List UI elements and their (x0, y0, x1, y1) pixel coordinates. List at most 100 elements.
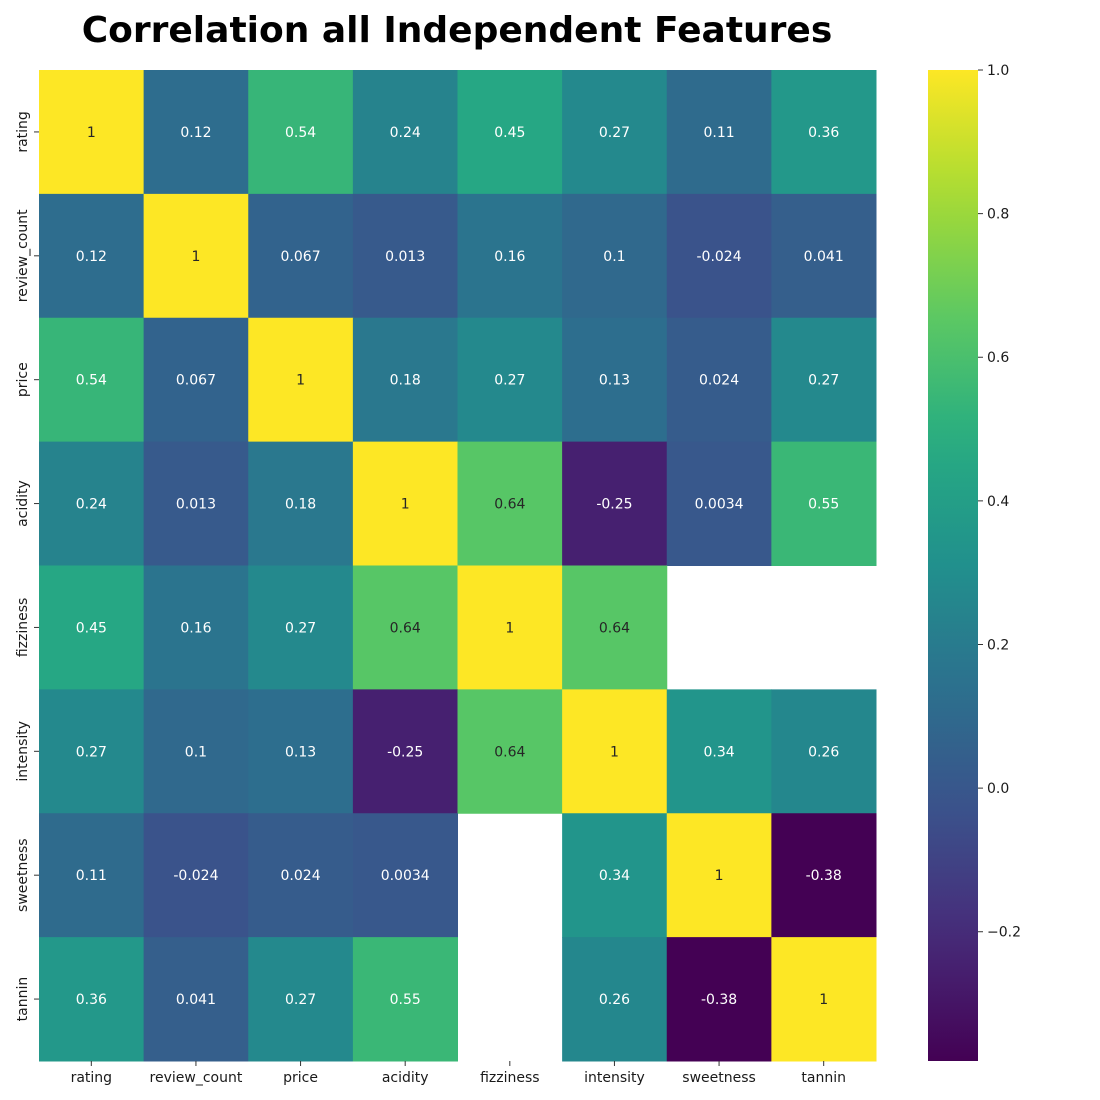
cell-value-label: 0.041 (176, 992, 216, 1008)
cell-value-label: 0.45 (494, 125, 525, 141)
cell-value-label: 1 (296, 373, 305, 389)
heatmap-cell-acidity-rating (39, 441, 145, 566)
heatmap-cell-sweetness-intensity (562, 813, 668, 938)
cell-value-label: 0.54 (285, 125, 316, 141)
cell-value-label: -0.024 (173, 868, 218, 884)
cell-value-label: 0.64 (494, 497, 525, 513)
cell-value-label: 0.013 (385, 249, 425, 265)
heatmap-cell-review_count-price (248, 193, 354, 319)
heatmap-cell-rating-acidity (352, 70, 458, 195)
cell-value-label: 1 (87, 125, 96, 141)
heatmap-cell-sweetness-rating (39, 813, 145, 938)
heatmap-cell-intensity-intensity (562, 689, 668, 814)
cell-value-label: 1 (401, 497, 410, 513)
heatmap-cell-rating-fizziness (457, 70, 563, 195)
cell-value-label: 0.54 (76, 373, 107, 389)
cell-value-label: 0.11 (76, 868, 107, 884)
cell-value-label: 1 (505, 620, 514, 636)
heatmap-cell-rating-intensity (562, 70, 668, 195)
heatmap-cell-intensity-fizziness (457, 689, 563, 814)
x-tick-label-sweetness: sweetness (682, 1070, 756, 1086)
cell-value-label: 0.24 (76, 497, 107, 513)
heatmap-cell-price-rating (39, 317, 145, 443)
cell-value-label: 0.12 (180, 125, 211, 141)
y-tick-label-rating: rating (15, 111, 31, 152)
heatmap-cell-acidity-intensity (562, 441, 668, 566)
heatmap-cell-tannin-intensity (562, 937, 668, 1062)
cell-value-label: 0.55 (808, 497, 839, 513)
heatmap-cell-tannin-review_count (143, 937, 249, 1062)
cell-value-label: -0.38 (701, 992, 737, 1008)
x-tick-label-review_count: review_count (150, 1070, 243, 1086)
cell-value-label: 0.067 (176, 373, 216, 389)
cell-value-label: -0.38 (806, 868, 842, 884)
y-tick-label-review_count: review_count (15, 209, 31, 302)
heatmap-cell-tannin-tannin (771, 937, 877, 1062)
x-tick-label-fizziness: fizziness (480, 1070, 539, 1086)
cell-value-label: 0.067 (281, 249, 321, 265)
cell-value-label: 0.45 (76, 620, 107, 636)
cell-value-label: 0.64 (599, 620, 630, 636)
heatmap-cell-price-intensity (562, 317, 668, 443)
heatmap-cells (39, 70, 877, 1062)
cell-value-label: 1 (610, 744, 619, 760)
heatmap-cell-acidity-sweetness (666, 441, 772, 566)
cell-value-label: 0.13 (285, 744, 316, 760)
chart-title: Correlation all Independent Features (82, 10, 833, 51)
heatmap-cell-price-fizziness (457, 317, 563, 443)
heatmap-cell-fizziness-rating (39, 565, 145, 690)
heatmap-cell-price-sweetness (666, 317, 772, 443)
cell-value-label: 0.27 (808, 373, 839, 389)
heatmap-cell-review_count-intensity (562, 193, 668, 319)
cell-value-label: 0.27 (285, 992, 316, 1008)
heatmap-cell-fizziness-acidity (352, 565, 458, 690)
cell-value-label: 0.36 (808, 125, 839, 141)
cell-value-label: 0.27 (494, 373, 525, 389)
colorbar-tick-label: 0.4 (987, 494, 1009, 510)
y-tick-label-sweetness: sweetness (15, 838, 31, 912)
cell-value-label: -0.25 (596, 497, 632, 513)
heatmap-cell-price-acidity (352, 317, 458, 443)
cell-value-label: 0.013 (176, 497, 216, 513)
y-tick-label-tannin: tannin (15, 977, 31, 1022)
cell-value-label: 0.24 (390, 125, 421, 141)
heatmap-cell-intensity-price (248, 689, 354, 814)
cell-value-label: 0.16 (494, 249, 525, 265)
cell-value-label: 0.024 (699, 373, 739, 389)
colorbar-gradient (928, 70, 978, 1061)
y-tick-label-intensity: intensity (15, 721, 31, 782)
cell-value-label: 0.27 (599, 125, 630, 141)
heatmap-cell-tannin-price (248, 937, 354, 1062)
cell-value-label: 0.34 (703, 744, 734, 760)
heatmap-cell-rating-sweetness (666, 70, 772, 195)
colorbar: 1.0 0.8 0.6 0.4 0.2 0.0 −0.2 (928, 63, 1021, 1061)
colorbar-tick-label: −0.2 (987, 925, 1021, 941)
cell-value-label: 0.64 (390, 620, 421, 636)
cell-value-label: 0.26 (808, 744, 839, 760)
colorbar-tick-label: 0.0 (987, 781, 1009, 797)
cell-value-label: 0.36 (76, 992, 107, 1008)
cell-value-label: 0.27 (76, 744, 107, 760)
heatmap-cell-intensity-review_count (143, 689, 249, 814)
cell-value-label: -0.024 (696, 249, 741, 265)
cell-value-label: 0.16 (180, 620, 211, 636)
cell-value-label: 0.18 (285, 497, 316, 513)
heatmap-cell-acidity-fizziness (457, 441, 563, 566)
heatmap-cell-rating-rating (39, 70, 145, 195)
cell-value-label: 0.0034 (381, 868, 430, 884)
heatmap-cell-intensity-tannin (771, 689, 877, 814)
colorbar-tick-label: 1.0 (987, 63, 1009, 79)
heatmap-cell-intensity-acidity (352, 689, 458, 814)
cell-value-label: 0.13 (599, 373, 630, 389)
heatmap-cell-rating-review_count (143, 70, 249, 195)
heatmap-cell-rating-price (248, 70, 354, 195)
heatmap-cell-acidity-acidity (352, 441, 458, 566)
heatmap-cell-review_count-tannin (771, 193, 877, 319)
cell-value-label: 0.1 (603, 249, 625, 265)
x-tick-label-price: price (283, 1070, 318, 1086)
cell-value-label: 0.34 (599, 868, 630, 884)
cell-value-label: 1 (819, 992, 828, 1008)
cell-value-label: 0.26 (599, 992, 630, 1008)
heatmap-cell-tannin-rating (39, 937, 145, 1062)
cell-value-label: 0.1 (185, 744, 207, 760)
